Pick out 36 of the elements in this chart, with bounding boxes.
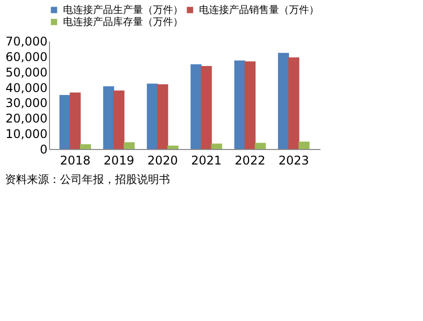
bar (59, 95, 70, 149)
bar (254, 142, 266, 149)
y-tick-label: 30,000 (6, 96, 48, 110)
bar (124, 142, 135, 149)
bar (70, 92, 81, 149)
bar (80, 144, 92, 149)
x-tick-label: 2020 (147, 154, 178, 168)
bar (113, 90, 124, 149)
y-tick-label: 40,000 (6, 80, 48, 95)
y-tick-label: 60,000 (6, 50, 48, 64)
y-tick-label: 70,000 (6, 34, 48, 48)
bar (146, 84, 158, 149)
bar (200, 66, 212, 149)
bar (244, 61, 256, 149)
bar (298, 142, 310, 149)
x-tick-label: 2019 (104, 154, 134, 168)
bar (211, 144, 222, 149)
y-tick-label: 20,000 (6, 112, 48, 126)
bar (234, 60, 246, 149)
bar (167, 146, 178, 149)
x-tick-label: 2018 (60, 154, 90, 168)
legend-label: 电连接产品销售量（万件） (199, 4, 319, 16)
y-tick-label: 50,000 (6, 65, 48, 80)
bar (288, 57, 300, 149)
text: 资料来源：公司年报，招股说明书 (5, 173, 170, 186)
legend-label: 电连接产品生产量（万件） (63, 4, 183, 16)
y-tick-label: 0 (40, 142, 48, 156)
x-tick-label: 2021 (191, 154, 222, 168)
bar (157, 84, 168, 149)
y-tick-label: 10,000 (6, 127, 48, 142)
bar (278, 52, 289, 149)
x-tick-label: 2023 (278, 154, 310, 168)
bar (103, 86, 114, 149)
legend-label: 电连接产品库存量（万件） (63, 16, 183, 28)
bar (190, 64, 202, 149)
x-tick-label: 2022 (234, 154, 266, 168)
